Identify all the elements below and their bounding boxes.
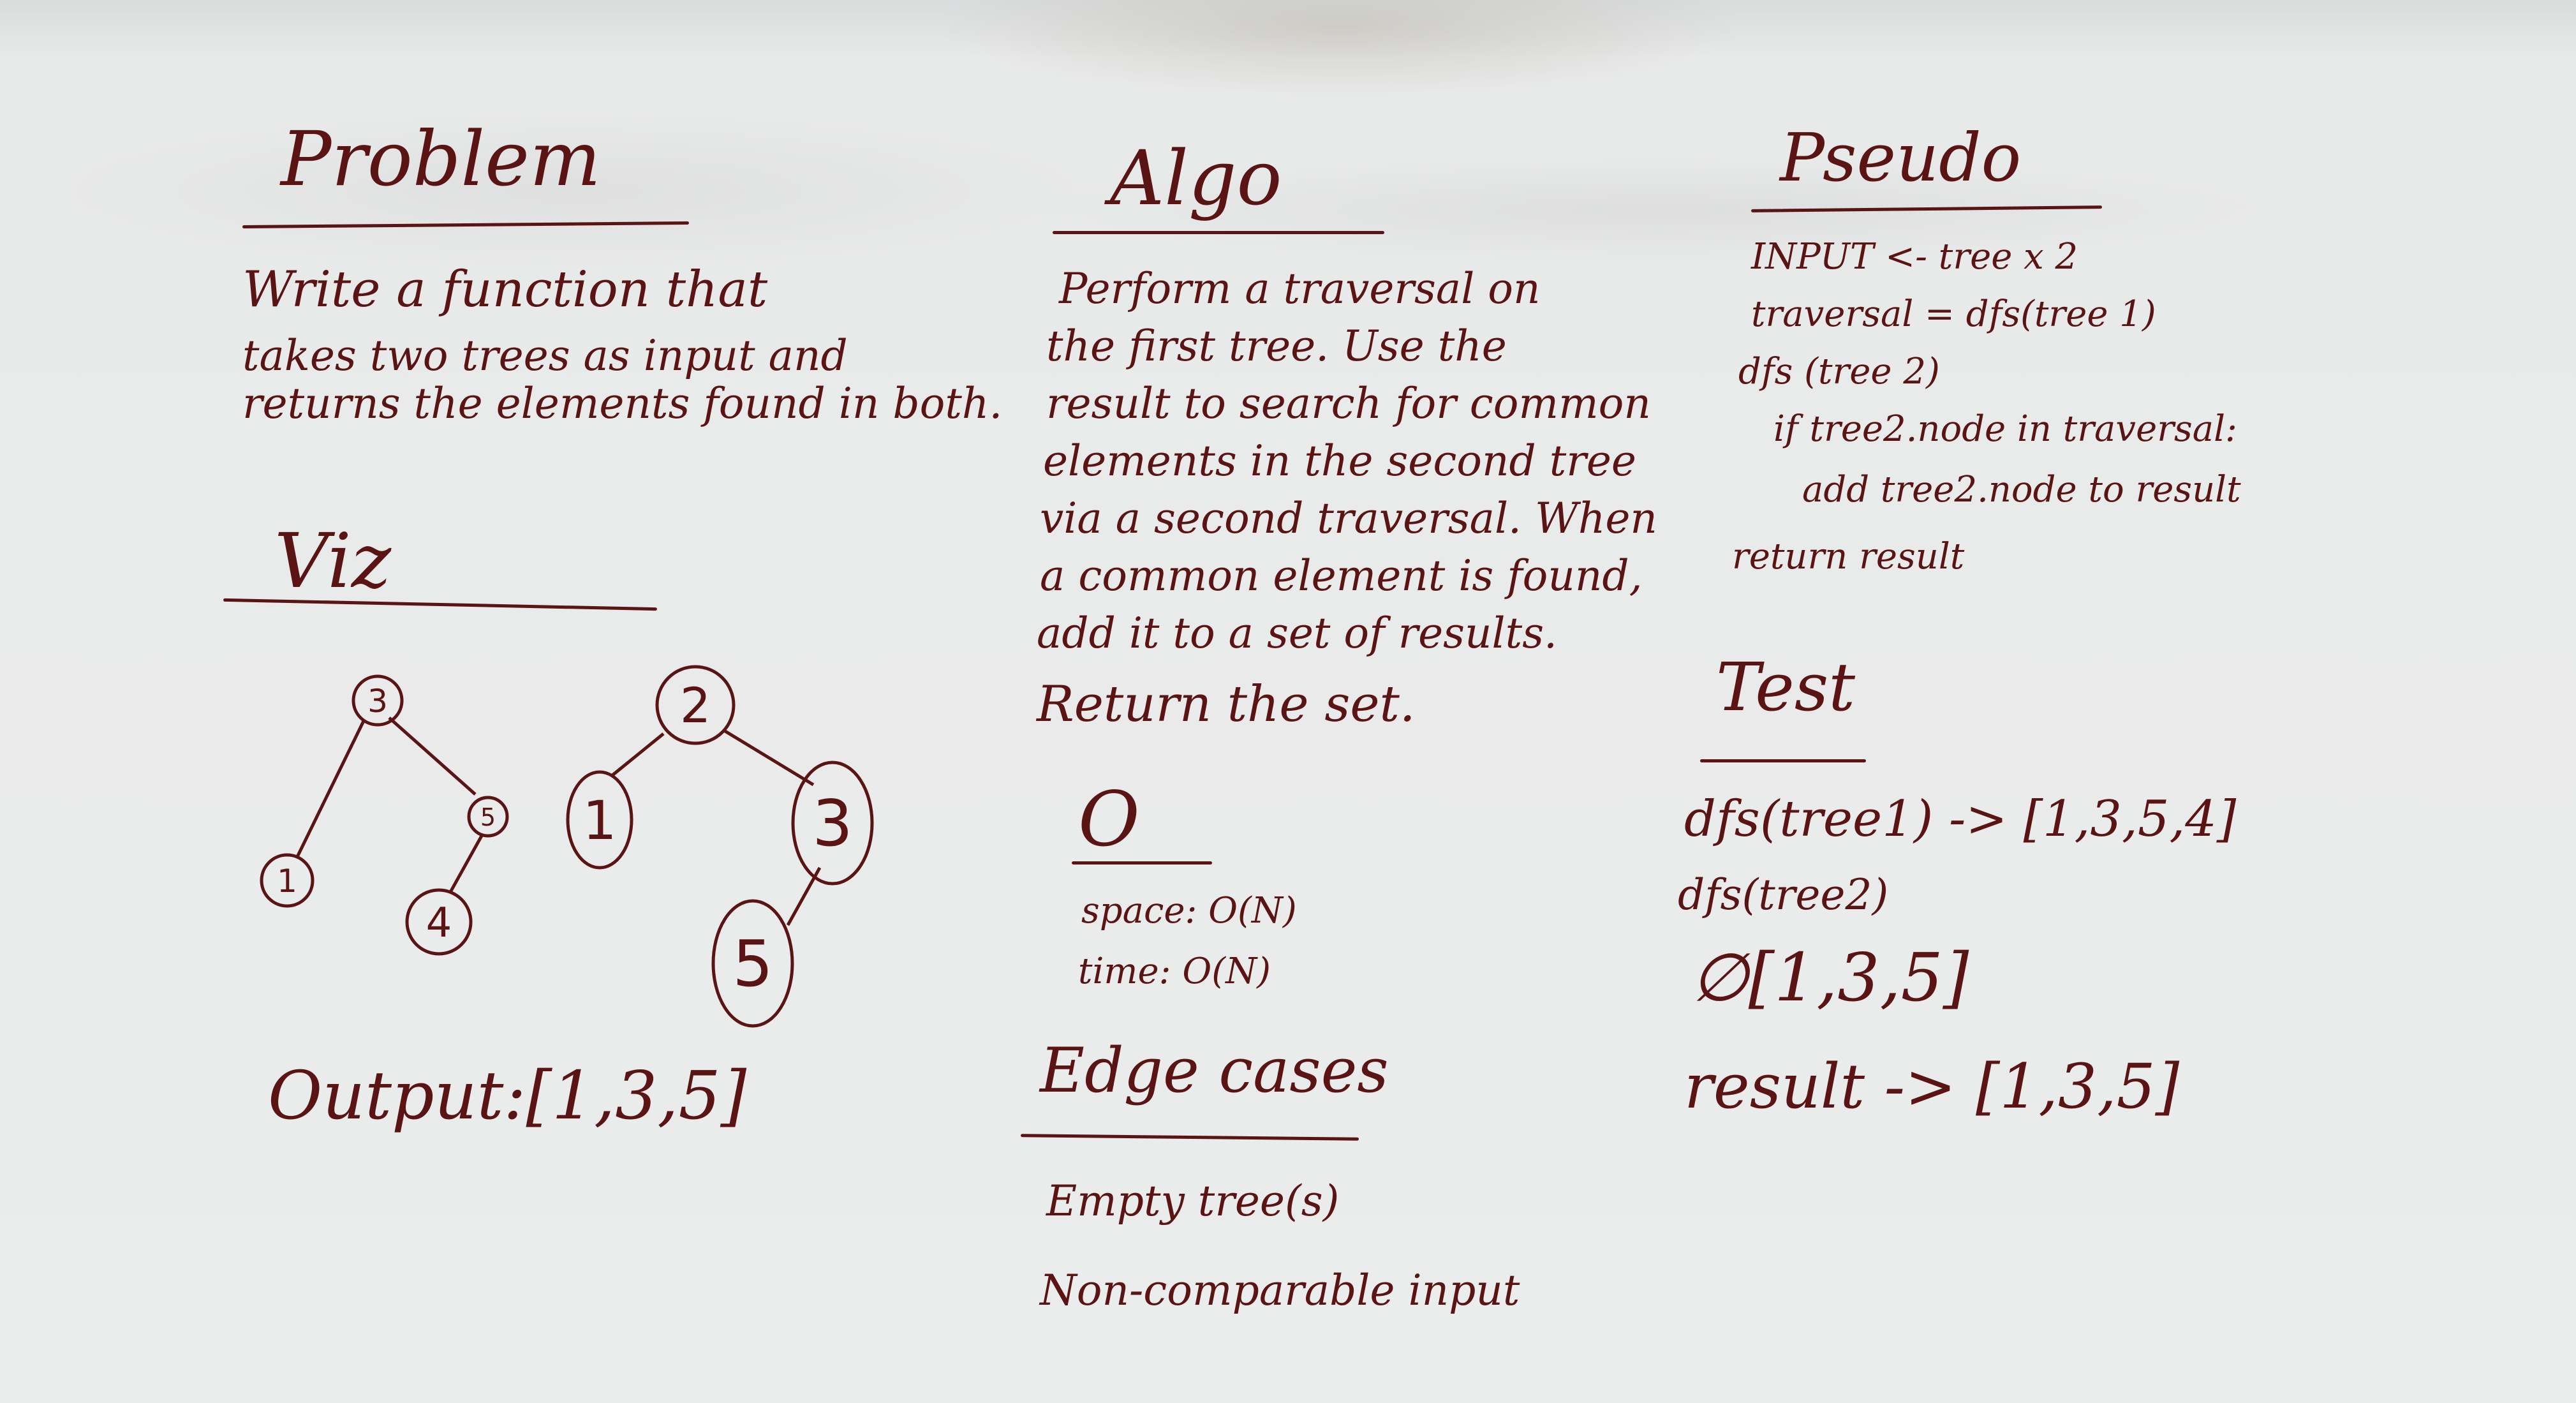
- big-o-heading: O: [1078, 775, 1140, 863]
- pseudo-heading: Pseudo: [1780, 119, 2022, 197]
- problem-line-2: takes two trees as input and: [242, 331, 848, 380]
- algo-line-6: a common element is found,: [1040, 551, 1643, 600]
- test-line-4: result -> [1,3,5]: [1684, 1051, 2180, 1122]
- tree1-node-right-left: 4: [426, 900, 452, 947]
- big-o-underline: [1072, 861, 1212, 865]
- algo-underline: [1053, 231, 1384, 234]
- problem-heading: Problem: [281, 115, 601, 203]
- test-line-2: dfs(tree2): [1678, 870, 1889, 919]
- tree1-node-root: 3: [367, 683, 388, 720]
- algo-heading: Algo: [1110, 134, 1282, 222]
- big-o-time: time: O(N): [1078, 951, 1271, 992]
- test-heading: Test: [1716, 648, 1856, 726]
- problem-line-3: returns the elements found in both.: [242, 379, 1003, 428]
- pseudo-line-4: if tree2.node in traversal:: [1773, 408, 2237, 450]
- pseudo-line-6: return result: [1732, 536, 1965, 577]
- algo-line-3: result to search for common: [1046, 379, 1651, 428]
- viz-heading: Viz: [274, 517, 392, 605]
- test-line-1: dfs(tree1) -> [1,3,5,4]: [1684, 791, 2237, 848]
- algo-line-5: via a second traversal. When: [1040, 494, 1657, 543]
- edge-cases-heading: Edge cases: [1040, 1035, 1389, 1106]
- test-underline: [1700, 759, 1866, 762]
- pseudo-line-5: add tree2.node to result: [1802, 469, 2241, 510]
- viz-output: Output:[1,3,5]: [268, 1057, 747, 1134]
- pseudo-line-3: dfs (tree 2): [1738, 351, 1940, 392]
- tree2-node-root: 2: [680, 677, 711, 734]
- tree1-node-right: 5: [480, 803, 496, 831]
- algo-line-8: Return the set.: [1037, 676, 1416, 733]
- pseudo-line-2: traversal = dfs(tree 1): [1751, 293, 2156, 335]
- tree1-node-left: 1: [277, 863, 297, 900]
- test-line-3: ∅[1,3,5]: [1691, 939, 1969, 1016]
- tree2-node-right-left: 5: [732, 926, 773, 1001]
- tree2-node-left: 1: [582, 789, 616, 852]
- algo-line-1: Perform a traversal on: [1059, 264, 1541, 313]
- algo-line-7: add it to a set of results.: [1037, 609, 1558, 658]
- edge-case-1: Empty tree(s): [1046, 1177, 1340, 1226]
- algo-line-2: the first tree. Use the: [1046, 322, 1507, 371]
- tree2-node-right: 3: [812, 786, 853, 861]
- big-o-space: space: O(N): [1081, 890, 1297, 932]
- edge-case-2: Non-comparable input: [1040, 1266, 1520, 1315]
- algo-line-4: elements in the second tree: [1043, 436, 1636, 486]
- problem-line-1: Write a function that: [242, 261, 768, 318]
- pseudo-line-1: INPUT <- tree x 2: [1751, 236, 2078, 278]
